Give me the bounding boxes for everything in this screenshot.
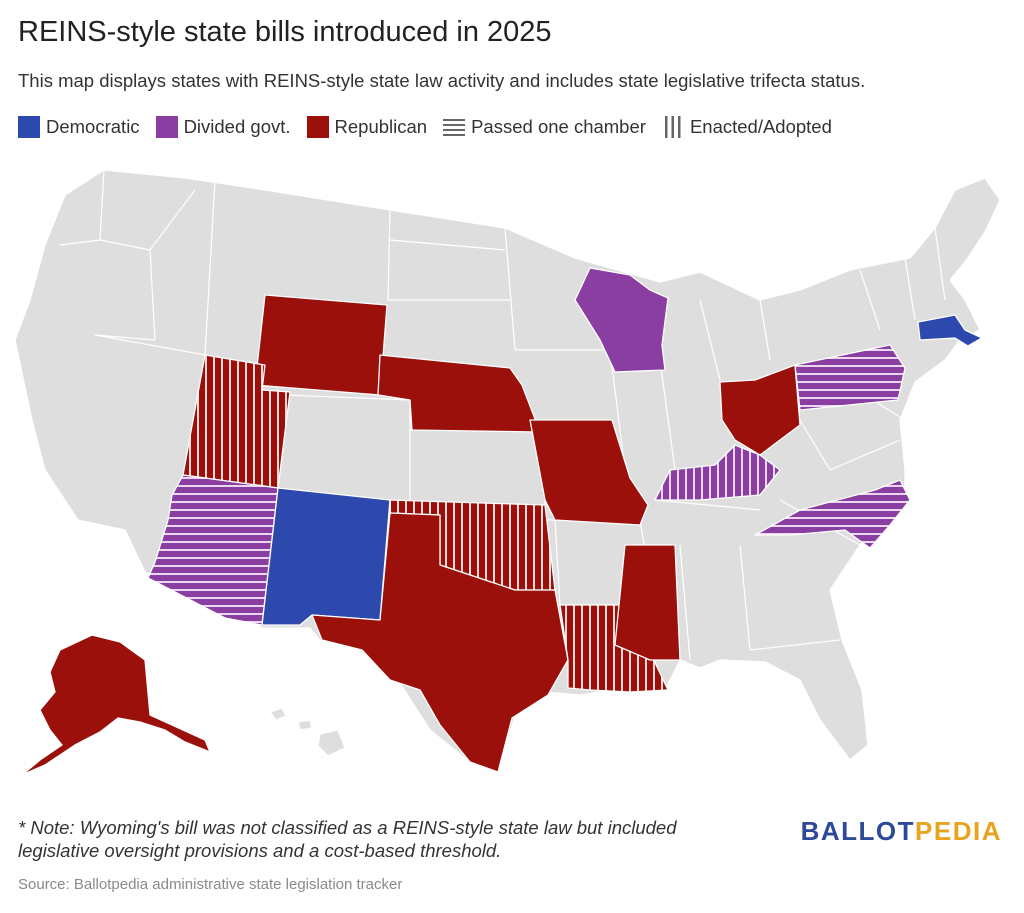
state-north-carolina — [754, 479, 911, 549]
ballotpedia-logo: BALLOTPEDIA — [801, 816, 1002, 847]
state-alaska — [21, 634, 211, 776]
state-wyoming — [254, 294, 388, 396]
horizontal-stripes-icon — [443, 116, 466, 138]
logo-part-2: PEDIA — [915, 816, 1002, 846]
state-new-mexico — [261, 487, 391, 626]
state-nebraska — [377, 354, 541, 433]
state-ohio — [719, 364, 801, 456]
legend-label-passed-one-chamber: Passed one chamber — [471, 116, 646, 137]
state-mississippi — [614, 544, 681, 661]
state-missouri — [529, 419, 649, 526]
legend-label-enacted: Enacted/Adopted — [689, 116, 832, 137]
source-line: Source: Ballotpedia administrative state… — [18, 876, 403, 893]
map-subtitle: This map displays states with REINS-styl… — [18, 70, 866, 91]
state-kentucky — [654, 444, 781, 501]
hawaii-island-2 — [297, 719, 313, 731]
hawaii-island-3 — [317, 729, 346, 757]
logo-part-1: BALLOT — [800, 816, 916, 846]
legend-swatch-republican — [306, 116, 329, 138]
legend: Democratic Divided govt. Republican Pass… — [18, 114, 848, 140]
legend-item-passed-one-chamber: Passed one chamber — [443, 116, 646, 138]
legend-item-democratic: Democratic — [18, 116, 140, 138]
legend-item-divided: Divided govt. — [155, 116, 291, 138]
footnote: * Note: Wyoming's bill was not classifie… — [18, 817, 677, 861]
us-states-map — [14, 169, 1001, 776]
legend-item-republican: Republican — [306, 116, 428, 138]
legend-label-divided: Divided govt. — [183, 116, 291, 137]
legend-label-republican: Republican — [334, 116, 428, 137]
hawaii-island-1 — [269, 707, 287, 721]
state-wisconsin — [574, 267, 669, 373]
state-pennsylvania — [794, 344, 906, 411]
legend-swatch-divided — [155, 116, 178, 138]
map-title: REINS-style state bills introduced in 20… — [18, 16, 552, 48]
legend-swatch-democratic — [18, 116, 40, 138]
state-texas — [311, 512, 569, 773]
state-massachusetts — [917, 314, 983, 347]
legend-label-democratic: Democratic — [46, 116, 140, 137]
legend-item-enacted: Enacted/Adopted — [662, 116, 832, 138]
vertical-stripes-icon — [662, 116, 684, 138]
